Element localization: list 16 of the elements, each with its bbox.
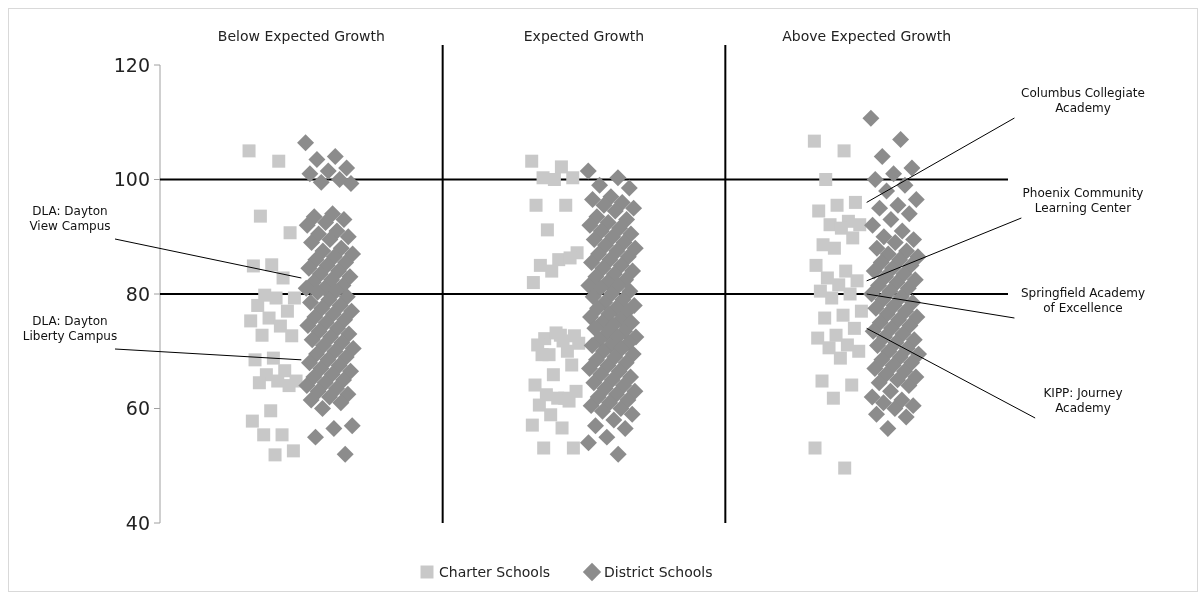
annotation: Phoenix Community Learning Center (1022, 186, 1144, 215)
y-tick-label: 100 (113, 168, 150, 191)
x-tick-label: Below Expected Growth (217, 28, 385, 44)
y-tick-label: 40 (125, 511, 150, 534)
annotation: Columbus Collegiate Academy (1021, 86, 1145, 115)
legend-label: Charter Schools (439, 563, 551, 580)
x-tick-label: Above Expected Growth (782, 28, 952, 44)
y-tick-label: 60 (125, 397, 150, 420)
annotation: Springfield Academy of Excellence (1020, 286, 1146, 315)
y-tick-label: 120 (113, 53, 150, 76)
x-tick-label: Expected Growth (523, 28, 645, 44)
annotation: KIPP: Journey Academy (1043, 386, 1123, 415)
annotation: DLA: Dayton View Campus (29, 204, 111, 233)
annotation: DLA: Dayton Liberty Campus (22, 314, 118, 343)
y-tick-label: 80 (125, 282, 150, 305)
legend-label: District Schools (604, 563, 713, 580)
